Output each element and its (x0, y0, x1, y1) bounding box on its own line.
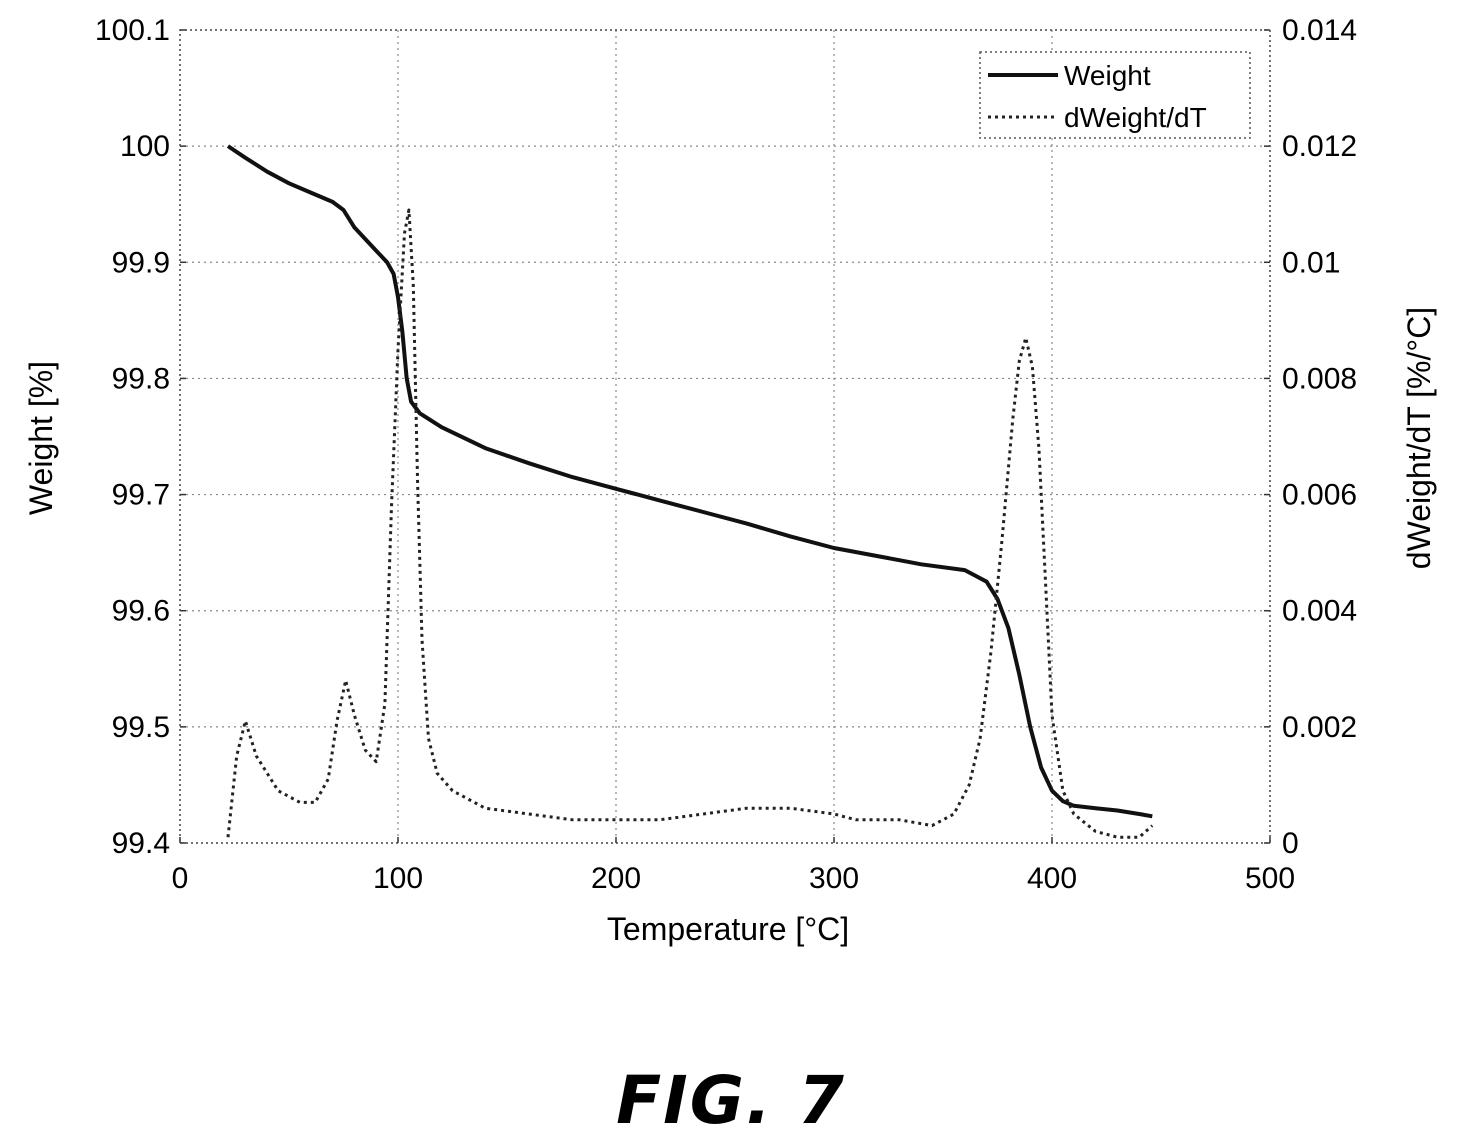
y-left-tick-label: 99.6 (112, 595, 170, 628)
y-right-tick-label: 0.014 (1282, 14, 1357, 47)
series-layer (226, 144, 1154, 839)
x-tick-label: 0 (172, 862, 189, 895)
y-right-tick-label: 0.008 (1282, 362, 1357, 395)
y-left-tick-label: 100 (120, 130, 170, 163)
x-tick-label: 200 (591, 862, 641, 895)
y-axis-left-label: Weight [%] (23, 361, 59, 515)
y-right-tick-label: 0.012 (1282, 130, 1357, 163)
x-tick-label: 400 (1027, 862, 1077, 895)
y-left-tick-label: 99.9 (112, 246, 170, 279)
plot-frame (179, 29, 1271, 844)
y-left-tick-label: 100.1 (95, 14, 170, 47)
axes-box (179, 29, 1271, 844)
y-left-tick-label: 99.8 (112, 362, 170, 395)
x-tick-label: 300 (809, 862, 859, 895)
legend-weight-label: Weight (1064, 60, 1151, 91)
y-right-tick-label: 0.01 (1282, 246, 1340, 279)
y-right-tick-label: 0.002 (1282, 711, 1357, 744)
x-axis-label: Temperature [°C] (607, 911, 849, 947)
y-left-tick-label: 99.7 (112, 479, 170, 512)
y-right-tick-label: 0.004 (1282, 595, 1357, 628)
y-left-tick-label: 99.5 (112, 711, 170, 744)
dweight-dt-series-line (226, 208, 1154, 839)
legend-dweight-label: dWeight/dT (1064, 102, 1207, 133)
y-left-tick-label: 99.4 (112, 827, 170, 860)
legend-box (979, 51, 1251, 139)
legend: Weight dWeight/dT (979, 51, 1251, 139)
x-tick-label: 100 (373, 862, 423, 895)
grid-lines (180, 30, 1270, 843)
y-right-tick-label: 0 (1282, 827, 1299, 860)
y-axis-right-label: dWeight/dT [%/°C] (1401, 307, 1437, 569)
figure-label: FIG. 7 (616, 1062, 846, 1139)
weight-series-line (226, 144, 1153, 819)
x-tick-label: 500 (1245, 862, 1295, 895)
y-right-tick-label: 0.006 (1282, 479, 1357, 512)
